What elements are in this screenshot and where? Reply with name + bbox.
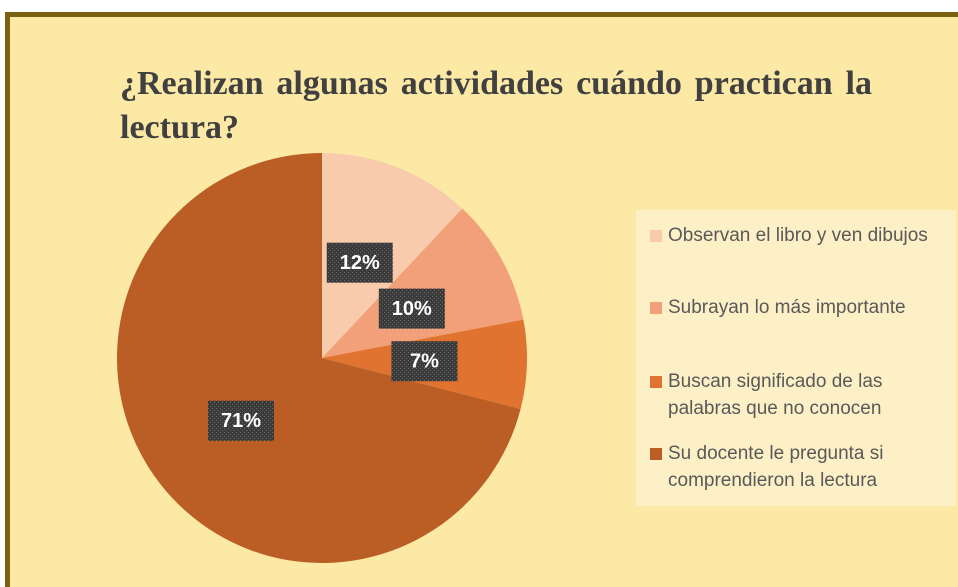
data-label-box <box>391 341 458 382</box>
data-label: 10% <box>392 298 432 320</box>
legend-label: Su docente le pregunta si comprendieron … <box>668 443 884 491</box>
data-label-box <box>326 242 393 283</box>
legend-swatch <box>650 230 662 242</box>
legend-swatch <box>650 448 662 460</box>
data-label-box <box>208 400 275 441</box>
legend-swatch <box>650 302 662 314</box>
data-label: 7% <box>410 351 439 373</box>
legend-label: Observan el libro y ven dibujos <box>668 225 928 246</box>
legend-label: Buscan significado de las palabras que n… <box>668 371 883 419</box>
pie-slice <box>322 208 524 358</box>
data-label: 71% <box>221 410 261 432</box>
legend-swatch <box>650 376 662 388</box>
legend-label: Subrayan lo más importante <box>668 297 906 318</box>
chart-title: ¿Realizan algunas actividades cuándo pra… <box>120 65 872 146</box>
data-label: 12% <box>340 252 380 274</box>
data-label-box <box>378 288 445 329</box>
pie-slice <box>117 153 521 564</box>
legend: Observan el libro y ven dibujos Subrayan … <box>636 210 956 506</box>
